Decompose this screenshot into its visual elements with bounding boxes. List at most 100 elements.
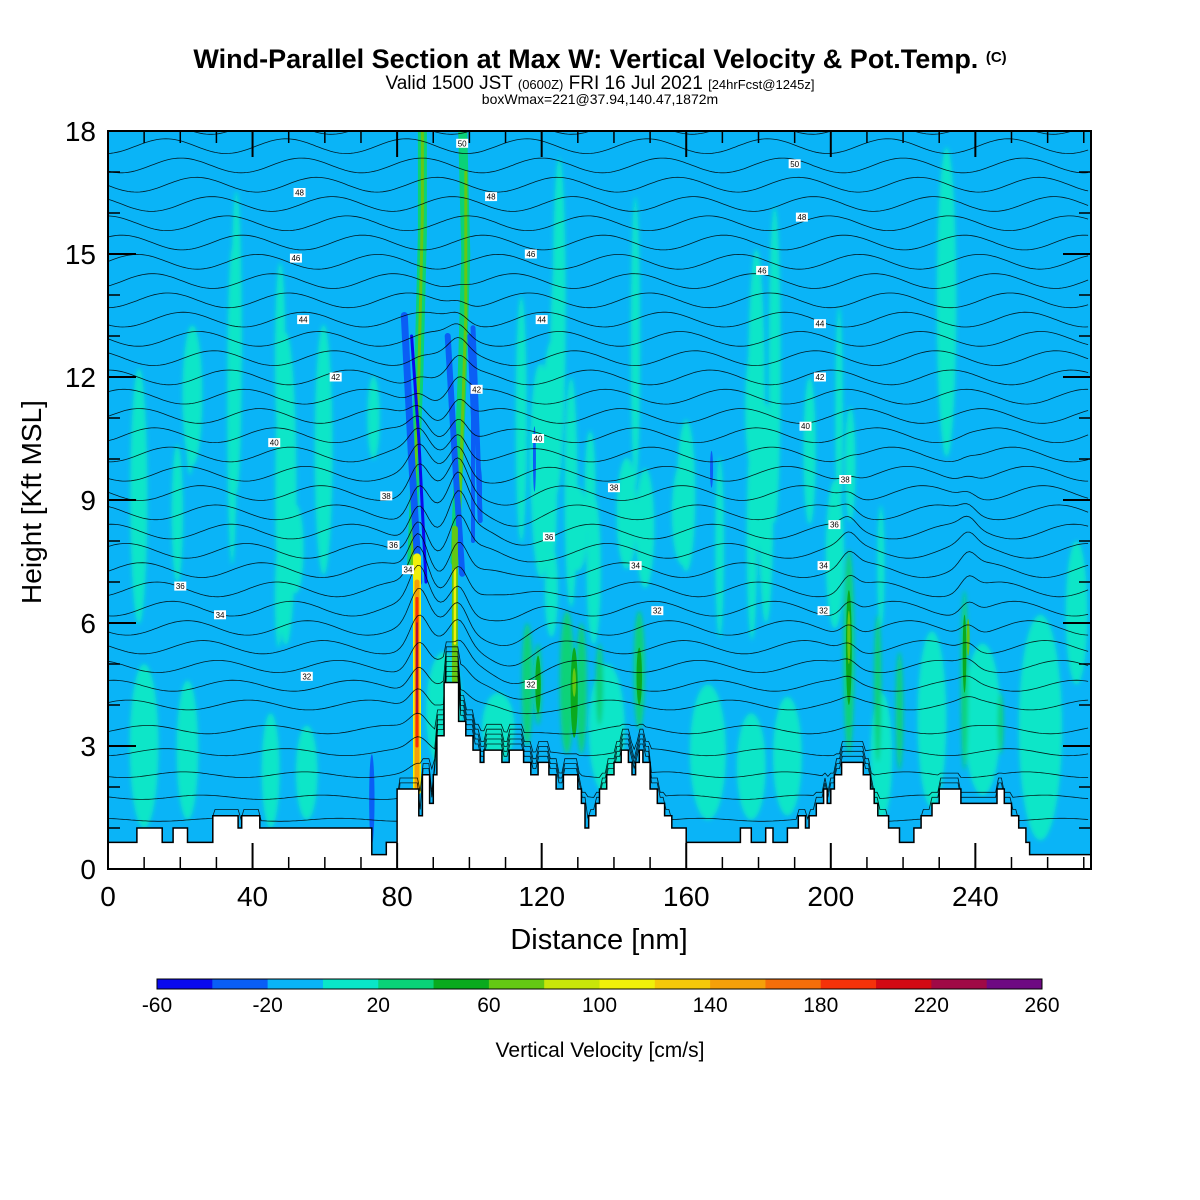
isentrope-label-box bbox=[300, 671, 313, 681]
isentrope-label-text: 36 bbox=[389, 541, 398, 550]
colorbar-swatch bbox=[765, 979, 822, 989]
isentrope-label: 50 bbox=[456, 138, 469, 148]
isentrope-label: 34 bbox=[401, 565, 414, 575]
isentrope-label-box bbox=[795, 212, 808, 222]
isentrope-label-text: 32 bbox=[653, 607, 662, 616]
colorbar-swatch bbox=[599, 979, 656, 989]
isentrope-label-box bbox=[329, 372, 342, 382]
w-cell bbox=[1018, 614, 1063, 841]
w-cell bbox=[535, 655, 541, 714]
isentrope-label-box bbox=[542, 532, 555, 542]
isentrope-label-box bbox=[380, 491, 393, 501]
forecast-info: [24hrFcst@1245z] bbox=[708, 77, 815, 92]
isentrope-line bbox=[108, 457, 1089, 506]
isentrope-label-box bbox=[214, 610, 227, 620]
isentrope-label: 44 bbox=[535, 315, 548, 325]
isentrope-label: 36 bbox=[387, 540, 400, 550]
colorbar-swatch bbox=[488, 979, 545, 989]
colorbar-swatch bbox=[931, 979, 988, 989]
w-cell bbox=[129, 664, 159, 828]
isentrope-label-box bbox=[813, 319, 826, 329]
isentrope-label: 38 bbox=[607, 483, 620, 493]
isentrope-label-box bbox=[485, 192, 498, 202]
isentrope-label-box bbox=[293, 188, 306, 197]
isentrope-label: 48 bbox=[795, 212, 808, 222]
isentrope-line bbox=[108, 671, 1089, 800]
w-cell bbox=[515, 295, 527, 543]
isentrope-label-box bbox=[839, 475, 852, 484]
y-tick-label: 12 bbox=[65, 362, 96, 393]
colorbar-swatch bbox=[876, 979, 932, 989]
y-axis-label: Height [Kft MSL] bbox=[16, 400, 47, 604]
x-tick-label: 0 bbox=[100, 881, 116, 912]
valid-prefix: Valid 1500 JST bbox=[385, 73, 513, 94]
colorbar-tick-label: 260 bbox=[1024, 994, 1059, 1017]
isentrope-label: 46 bbox=[289, 253, 302, 263]
isentrope-label: 34 bbox=[629, 561, 642, 571]
isentrope-label: 38 bbox=[839, 475, 852, 485]
isentrope-label-box bbox=[799, 421, 812, 431]
colorbar-swatch bbox=[433, 979, 490, 989]
chart-title: Wind-Parallel Section at Max W: Vertical… bbox=[0, 44, 1200, 75]
title-text: Wind-Parallel Section at Max W: Vertical… bbox=[193, 44, 979, 74]
isentrope-line bbox=[108, 564, 1089, 622]
isentrope-line bbox=[108, 471, 1089, 527]
isentrope-label-text: 34 bbox=[631, 562, 640, 571]
isentrope-label-text: 48 bbox=[487, 193, 496, 202]
isentrope-label-box bbox=[297, 315, 310, 325]
x-tick-label: 240 bbox=[952, 881, 999, 912]
w-cell bbox=[835, 306, 843, 525]
y-tick-label: 6 bbox=[80, 608, 96, 639]
isentrope-line bbox=[108, 311, 1089, 328]
isentrope-line bbox=[108, 337, 1089, 366]
isentrope-label: 36 bbox=[174, 581, 187, 591]
colorbar-swatch bbox=[710, 979, 766, 989]
w-plume bbox=[470, 325, 483, 523]
velocity-field bbox=[129, 131, 1088, 845]
isentrope-label-box bbox=[524, 249, 537, 259]
isentrope-label-box bbox=[629, 561, 642, 571]
colorbar-swatch bbox=[267, 979, 324, 989]
isentrope-label: 44 bbox=[297, 315, 310, 325]
isentrope-label: 36 bbox=[828, 520, 841, 530]
colorbar-swatch bbox=[378, 979, 435, 989]
x-tick-label: 200 bbox=[807, 881, 854, 912]
isentrope-line bbox=[108, 661, 1089, 757]
colorbar-tick-label: 60 bbox=[477, 994, 500, 1017]
isentrope-label-box bbox=[387, 540, 400, 550]
w-cell bbox=[261, 713, 280, 828]
w-plume bbox=[400, 312, 423, 586]
isentrope-label: 32 bbox=[524, 680, 537, 690]
valid-utc: (0600Z) bbox=[517, 77, 564, 92]
y-tick-label: 0 bbox=[80, 854, 96, 885]
w-cell bbox=[576, 623, 587, 755]
colorbar-tick-label: -20 bbox=[252, 994, 282, 1017]
w-cell bbox=[966, 618, 970, 656]
colorbar-tick-label: 140 bbox=[693, 994, 728, 1017]
isentrope-label-text: 42 bbox=[472, 385, 481, 394]
w-cell bbox=[544, 543, 559, 638]
isentrope-line bbox=[108, 157, 1089, 174]
isentrope-label-text: 48 bbox=[295, 189, 304, 198]
isentrope-label-text: 44 bbox=[299, 316, 308, 325]
isentrope-label-text: 32 bbox=[526, 681, 535, 690]
isentrope-line bbox=[108, 215, 1089, 232]
isentrope-line bbox=[108, 656, 1089, 735]
w-cell bbox=[274, 262, 286, 454]
y-tick-label: 15 bbox=[65, 239, 96, 270]
colorbar-swatch bbox=[322, 979, 379, 989]
w-cell bbox=[936, 147, 957, 458]
isentrope-label: 46 bbox=[524, 249, 537, 259]
isentrope-label-text: 32 bbox=[819, 607, 828, 616]
colorbar-tick-label: 20 bbox=[367, 994, 390, 1017]
w-cell bbox=[847, 610, 851, 664]
isentrope-label: 38 bbox=[380, 491, 393, 501]
isentrope-label: 32 bbox=[817, 606, 830, 616]
isentrope-line bbox=[108, 533, 1089, 579]
isentrope-label-text: 36 bbox=[176, 582, 185, 591]
colorbar-tick-label: 180 bbox=[803, 994, 838, 1017]
isentrope-label: 40 bbox=[532, 434, 545, 444]
isentrope-label-text: 50 bbox=[458, 139, 467, 148]
w-cell bbox=[636, 647, 642, 705]
